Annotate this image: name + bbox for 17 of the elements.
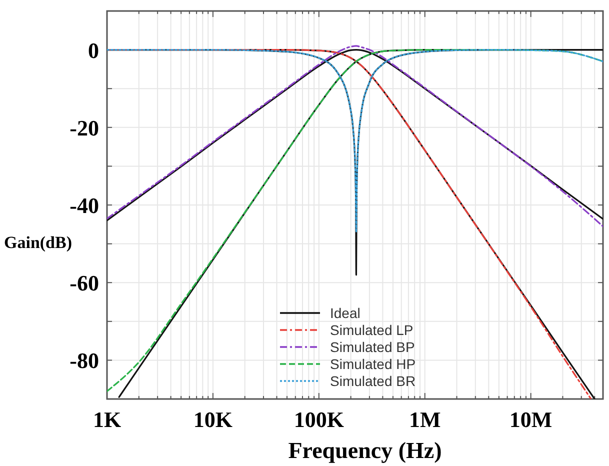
y-tick-label: -40 [70, 193, 99, 218]
x-axis-title: Frequency (Hz) [288, 438, 442, 463]
x-tick-label: 10M [509, 407, 552, 432]
legend-label: Simulated LP [330, 322, 414, 338]
x-tick-label: 100K [294, 407, 344, 432]
y-tick-label: 0 [88, 38, 99, 63]
legend-label: Simulated BR [330, 373, 416, 389]
x-tick-label: 1M [408, 407, 441, 432]
legend-label: Ideal [330, 305, 360, 321]
legend-label: Simulated BP [330, 339, 415, 355]
y-tick-label: -60 [70, 270, 99, 296]
x-tick-label: 10K [193, 407, 233, 432]
legend-label: Simulated HP [330, 356, 416, 372]
x-tick-label: 1K [92, 407, 122, 432]
y-axis-title: Gain(dB) [4, 233, 72, 252]
y-tick-label: -20 [70, 115, 99, 140]
y-tick-label: -80 [70, 348, 99, 374]
